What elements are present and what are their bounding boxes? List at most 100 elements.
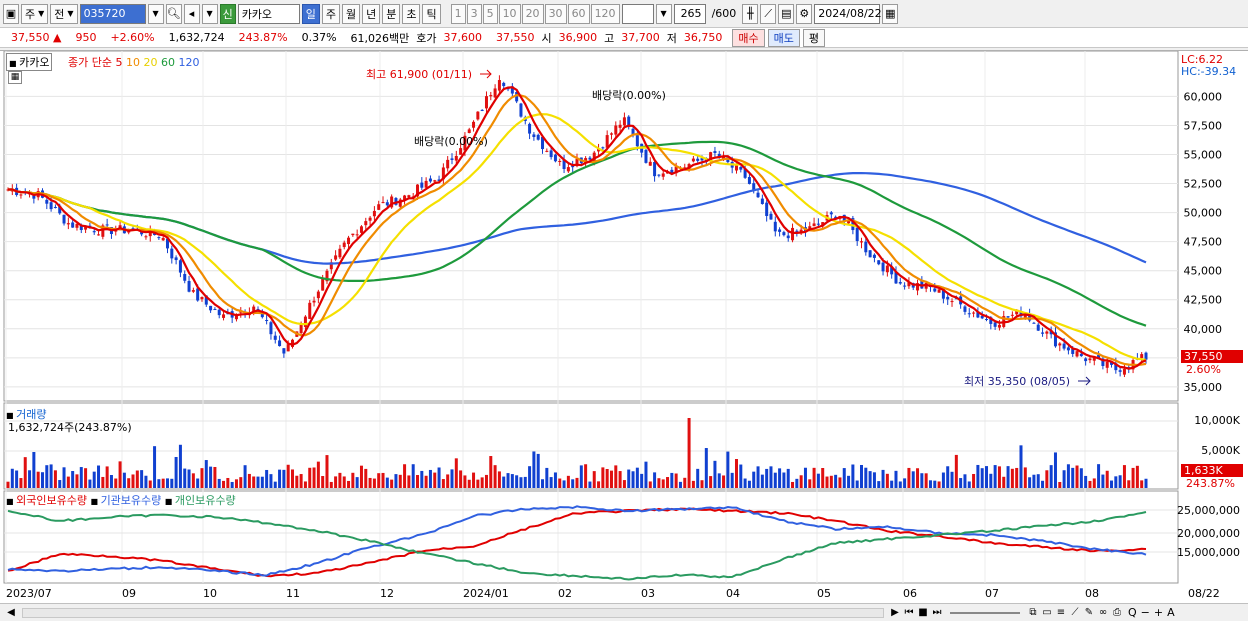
volume-bar	[605, 468, 609, 488]
tick-button-5[interactable]: 30	[544, 3, 567, 24]
zoom-out-button[interactable]: −	[1140, 606, 1150, 619]
chart-area[interactable]: 60,000 57,500 55,000 52,500 50,000 47,500 45,0…	[0, 50, 1248, 603]
zoom-label[interactable]: Q	[1128, 606, 1137, 619]
volume-bar	[924, 473, 928, 488]
period-type-select[interactable]: 주 ▼	[21, 3, 49, 24]
tick-button-3[interactable]: 10	[498, 3, 521, 24]
volume-bar	[782, 472, 786, 488]
candle-icon[interactable]: ╫	[742, 3, 759, 24]
candle-body	[347, 237, 351, 245]
link-icon[interactable]: ∞	[1098, 607, 1108, 618]
volume-bar	[1019, 445, 1023, 488]
font-button[interactable]: A	[1167, 606, 1175, 619]
tick-button-4[interactable]: 20	[521, 3, 544, 24]
date-input[interactable]: 2024/08/22	[814, 3, 882, 24]
candle-body	[1062, 343, 1066, 349]
tick-button-6[interactable]: 60	[567, 3, 590, 24]
prev-button[interactable]: 전 ▼	[50, 3, 78, 24]
volume-bar	[528, 466, 532, 488]
volume-bar	[62, 467, 66, 488]
tool-icon[interactable]: ✎	[1084, 607, 1094, 618]
candle-body	[351, 233, 355, 236]
avg-button[interactable]: 평	[802, 28, 826, 47]
volume-bar	[114, 478, 118, 488]
interval-button-6[interactable]: 틱	[422, 3, 441, 24]
align-icon[interactable]: ≡	[1056, 607, 1066, 618]
volume-bar	[666, 477, 670, 488]
date-tick-label: 04	[726, 587, 740, 600]
scroll-left-icon[interactable]: ◀	[7, 607, 15, 618]
interval-button-4[interactable]: 분	[382, 3, 401, 24]
candle-body	[765, 202, 769, 217]
code-dropdown-icon[interactable]: ▼	[147, 3, 164, 24]
candle-body	[342, 242, 346, 248]
candle-body	[217, 309, 221, 316]
volume-bar	[747, 480, 751, 488]
copy-icon[interactable]: ⧉	[1029, 607, 1037, 618]
draw-icon[interactable]: ⟋	[760, 3, 777, 24]
count-input[interactable]: 265	[673, 3, 706, 24]
stock-code-input[interactable]: 035720	[79, 3, 146, 24]
interval-button-5[interactable]: 초	[402, 3, 421, 24]
scrollbar[interactable]	[22, 607, 884, 618]
first-icon[interactable]: ⏮	[904, 607, 914, 618]
volume-bar	[752, 471, 756, 488]
scroll-right-icon[interactable]: ▶	[891, 607, 899, 618]
window-icon[interactable]: ▭	[1042, 607, 1052, 618]
candle-body	[291, 339, 294, 347]
tick-dropdown-icon[interactable]: ▼	[655, 3, 672, 24]
gear-icon[interactable]: ⚙	[796, 3, 813, 24]
candle-body	[933, 288, 937, 292]
tick-custom-input[interactable]	[621, 3, 654, 24]
trend-icon[interactable]: ⟋	[1071, 607, 1079, 618]
volume-bar	[903, 478, 907, 488]
volume-bar	[217, 478, 221, 488]
volume-bar	[894, 470, 898, 488]
candle-body	[769, 213, 773, 220]
interval-button-1[interactable]: 주	[321, 3, 340, 24]
zoom-slider[interactable]	[950, 611, 1020, 614]
open-label: 시	[541, 31, 552, 45]
volume-bar	[829, 475, 833, 488]
interval-button-0[interactable]: 일	[301, 3, 320, 24]
sound-icon[interactable]: ◂	[183, 3, 200, 24]
grid-icon[interactable]: ▦	[8, 71, 22, 84]
volume-bar	[575, 477, 579, 488]
calendar-icon[interactable]: ▦	[882, 3, 899, 24]
volume-bar	[10, 468, 14, 488]
candle-body	[450, 158, 454, 160]
high-value: 37,700	[621, 31, 660, 44]
tick-button-1[interactable]: 3	[466, 3, 482, 24]
dividend-label-1: 배당락(0.00%)	[414, 135, 488, 148]
volume-bar	[933, 480, 937, 488]
candle-body	[403, 195, 407, 201]
tick-button-7[interactable]: 120	[590, 3, 620, 24]
candle-body	[752, 183, 756, 190]
sound-dropdown-icon[interactable]: ▼	[201, 3, 218, 24]
sell-button[interactable]: 매도	[767, 28, 800, 47]
volume-bar	[765, 468, 769, 488]
volume-bar	[907, 467, 911, 488]
stock-name-field[interactable]: 카카오	[237, 3, 300, 24]
interval-button-3[interactable]: 년	[362, 3, 381, 24]
tick-button-2[interactable]: 5	[482, 3, 498, 24]
candle-body	[864, 241, 868, 253]
date-tick-label: 06	[903, 587, 917, 600]
zoom-in-button[interactable]: +	[1153, 606, 1164, 619]
volume-bar	[282, 469, 286, 488]
interval-button-2[interactable]: 월	[341, 3, 361, 24]
candle-body	[256, 308, 260, 310]
last-icon[interactable]: ⏭	[932, 607, 942, 618]
volume-bar	[851, 464, 855, 488]
volume-bar	[1036, 474, 1040, 488]
tick-button-0[interactable]: 1	[450, 3, 466, 24]
save-icon[interactable]: ▤	[778, 3, 795, 24]
buy-button[interactable]: 매수	[732, 28, 765, 47]
stop-icon[interactable]: ■	[918, 607, 928, 618]
screen-icon[interactable]: ▣	[3, 3, 19, 24]
candle-body	[58, 205, 62, 214]
price-chart-svg[interactable]: 60,000 57,500 55,000 52,500 50,000 47,500 45,0…	[0, 51, 1248, 604]
print-icon[interactable]: ⎙	[1113, 607, 1121, 618]
search-icon[interactable]: 🔍︎	[165, 3, 182, 24]
volume-bar	[821, 468, 825, 488]
